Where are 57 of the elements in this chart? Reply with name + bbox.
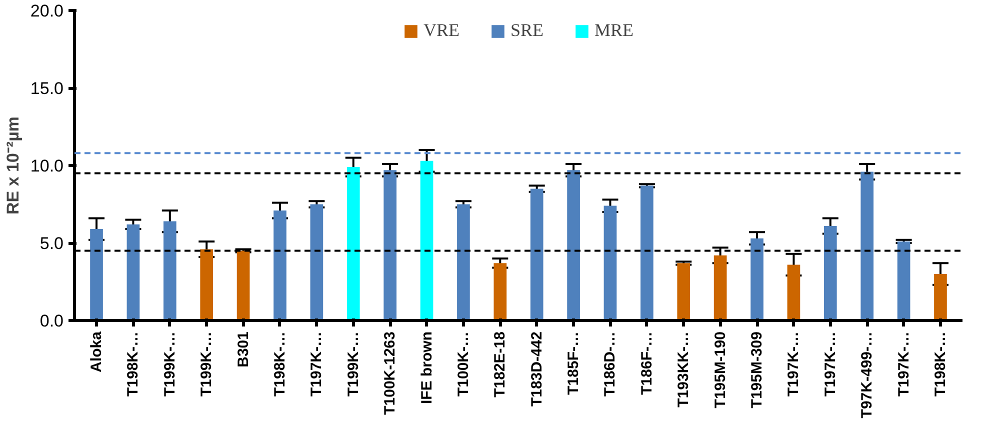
bar xyxy=(567,170,580,320)
bar xyxy=(934,274,947,320)
x-tick-label: T199K-… xyxy=(161,331,178,397)
bar xyxy=(200,249,214,320)
bar xyxy=(824,226,837,320)
bar xyxy=(750,238,764,320)
x-tick-label: T195M-309 xyxy=(748,331,766,408)
bar xyxy=(604,206,617,320)
x-tick-label: T100K-1263 xyxy=(382,331,399,415)
bar xyxy=(90,229,103,320)
x-tick-label: T195M-190 xyxy=(712,331,729,408)
bar xyxy=(530,188,544,320)
x-tick-label: T182E-18 xyxy=(492,332,509,398)
x-tick-label: T199K-… xyxy=(344,331,362,397)
bar xyxy=(236,250,250,320)
bar xyxy=(163,221,176,320)
x-tick-label: T97K-499-… xyxy=(858,331,876,418)
bar xyxy=(126,224,140,320)
y-axis-title: RE x 10⁻²µm xyxy=(3,116,22,214)
bar xyxy=(310,204,324,320)
bar xyxy=(640,186,654,320)
bar xyxy=(714,255,727,320)
x-tick-label: T185F-… xyxy=(565,331,582,395)
x-tick-label: T197K-… xyxy=(785,331,802,397)
x-tick-label: T183D-442 xyxy=(528,331,546,407)
legend-label: MRE xyxy=(594,20,634,41)
x-tick-label: T198K-… xyxy=(932,331,949,397)
y-tick-label: 5.0 xyxy=(40,234,64,253)
x-tick-label: T198K-… xyxy=(271,331,288,397)
bar xyxy=(897,241,910,320)
x-tick-label: T198K-… xyxy=(124,331,142,397)
y-tick-label: 0.0 xyxy=(40,312,64,330)
bar xyxy=(494,263,507,320)
x-tick-label: T197K-… xyxy=(895,331,912,397)
legend-label: VRE xyxy=(423,20,460,41)
bar xyxy=(384,170,396,320)
x-tick-label: T197K-… xyxy=(308,331,326,397)
y-tick-label: 20.0 xyxy=(30,2,64,20)
x-tick-label: T186F-… xyxy=(638,331,656,395)
y-tick-label: 10.0 xyxy=(30,156,64,176)
bar xyxy=(346,167,360,320)
x-tick-label: T186D-… xyxy=(602,331,619,397)
bar xyxy=(420,160,434,320)
legend-label: SRE xyxy=(510,20,544,41)
x-tick-label: IFE brown xyxy=(418,331,436,404)
x-tick-label: T100K-… xyxy=(454,331,472,397)
x-tick-label: T199K-… xyxy=(198,331,216,397)
bar xyxy=(860,172,874,320)
x-tick-label: B301 xyxy=(234,332,252,368)
x-tick-label: T197K-… xyxy=(822,331,839,397)
bar xyxy=(787,264,800,320)
y-tick-label: 15.0 xyxy=(30,79,64,98)
x-tick-label: T193KK-… xyxy=(675,331,692,408)
x-tick-label: Aloka xyxy=(88,330,106,372)
bar xyxy=(677,263,690,320)
bar xyxy=(274,210,286,320)
bar xyxy=(457,204,470,320)
